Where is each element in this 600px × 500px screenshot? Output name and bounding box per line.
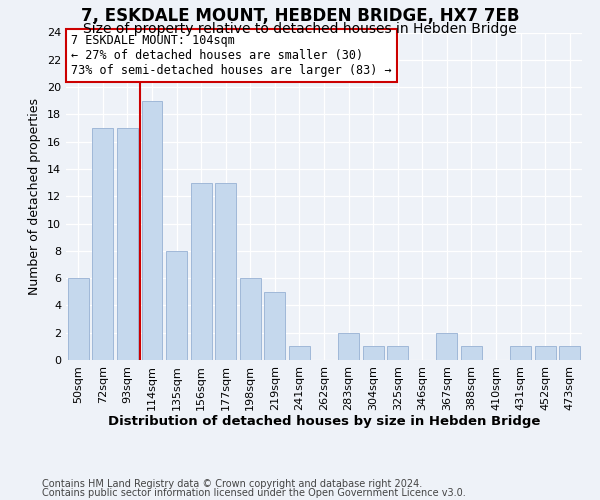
Bar xyxy=(191,182,212,360)
Bar xyxy=(215,182,236,360)
Bar xyxy=(117,128,138,360)
Bar xyxy=(289,346,310,360)
Y-axis label: Number of detached properties: Number of detached properties xyxy=(28,98,41,294)
Bar xyxy=(461,346,482,360)
Text: Contains HM Land Registry data © Crown copyright and database right 2024.: Contains HM Land Registry data © Crown c… xyxy=(42,479,422,489)
X-axis label: Distribution of detached houses by size in Hebden Bridge: Distribution of detached houses by size … xyxy=(108,416,540,428)
Bar xyxy=(436,332,457,360)
Text: 7 ESKDALE MOUNT: 104sqm
← 27% of detached houses are smaller (30)
73% of semi-de: 7 ESKDALE MOUNT: 104sqm ← 27% of detache… xyxy=(71,34,392,77)
Text: 7, ESKDALE MOUNT, HEBDEN BRIDGE, HX7 7EB: 7, ESKDALE MOUNT, HEBDEN BRIDGE, HX7 7EB xyxy=(81,8,519,26)
Bar xyxy=(265,292,286,360)
Bar xyxy=(510,346,531,360)
Bar xyxy=(68,278,89,360)
Bar xyxy=(240,278,261,360)
Bar xyxy=(559,346,580,360)
Bar xyxy=(142,100,163,360)
Bar xyxy=(166,251,187,360)
Bar xyxy=(387,346,408,360)
Bar xyxy=(338,332,359,360)
Text: Contains public sector information licensed under the Open Government Licence v3: Contains public sector information licen… xyxy=(42,488,466,498)
Bar xyxy=(535,346,556,360)
Bar xyxy=(92,128,113,360)
Text: Size of property relative to detached houses in Hebden Bridge: Size of property relative to detached ho… xyxy=(83,22,517,36)
Bar xyxy=(362,346,383,360)
